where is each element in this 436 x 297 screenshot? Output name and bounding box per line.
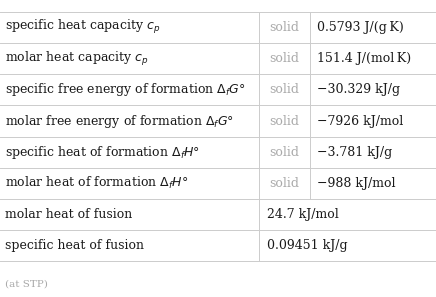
Text: 0.09451 kJ/g: 0.09451 kJ/g [267,239,348,252]
Text: solid: solid [269,83,300,96]
Text: −7926 kJ/mol: −7926 kJ/mol [317,115,404,127]
Text: molar heat capacity $c_p$: molar heat capacity $c_p$ [5,50,149,68]
Text: solid: solid [269,52,300,65]
Text: −988 kJ/mol: −988 kJ/mol [317,177,396,190]
Text: 24.7 kJ/mol: 24.7 kJ/mol [267,208,339,221]
Text: molar heat of formation $\Delta_f H°$: molar heat of formation $\Delta_f H°$ [5,175,189,192]
Text: molar free energy of formation $\Delta_f G°$: molar free energy of formation $\Delta_f… [5,113,234,129]
Text: −3.781 kJ/g: −3.781 kJ/g [317,146,393,159]
Text: solid: solid [269,115,300,127]
Text: (at STP): (at STP) [5,279,48,288]
Text: solid: solid [269,146,300,159]
Text: −30.329 kJ/g: −30.329 kJ/g [317,83,401,96]
Text: 151.4 J/(mol K): 151.4 J/(mol K) [317,52,412,65]
Text: solid: solid [269,177,300,190]
Text: solid: solid [269,21,300,34]
Text: specific heat of fusion: specific heat of fusion [5,239,144,252]
Text: specific free energy of formation $\Delta_f G°$: specific free energy of formation $\Delt… [5,81,246,98]
Text: specific heat capacity $c_p$: specific heat capacity $c_p$ [5,18,160,37]
Text: specific heat of formation $\Delta_f H°$: specific heat of formation $\Delta_f H°$ [5,144,200,161]
Text: molar heat of fusion: molar heat of fusion [5,208,133,221]
Text: 0.5793 J/(g K): 0.5793 J/(g K) [317,21,404,34]
